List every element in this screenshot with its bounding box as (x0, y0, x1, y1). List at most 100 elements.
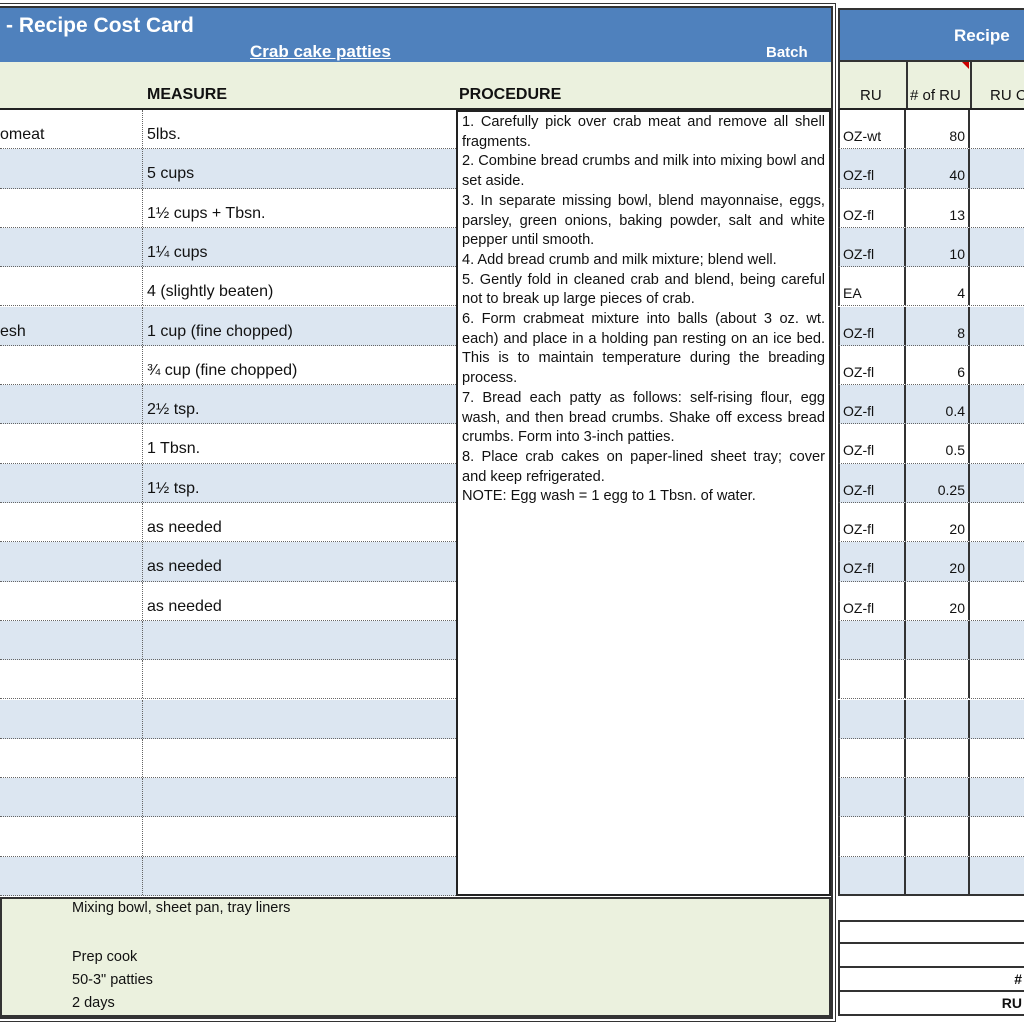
ingredient-row[interactable]: 1½ tsp. (0, 463, 456, 503)
num-ru-cell[interactable]: 4 (904, 267, 968, 306)
measure-cell[interactable]: 1½ tsp. (147, 479, 200, 497)
measure-cell[interactable]: as needed (147, 597, 222, 615)
measure-cell[interactable]: 1 cup (fine chopped) (147, 322, 293, 340)
cost-row[interactable] (838, 817, 1024, 857)
recipe-name[interactable]: Crab cake patties (250, 42, 391, 61)
cost-row[interactable]: EA 4 (838, 267, 1024, 307)
measure-cell[interactable]: 5 cups (147, 165, 195, 183)
ru-cost-cell[interactable] (968, 385, 1024, 424)
ingredient-cell[interactable]: esh (0, 306, 143, 345)
ru-cost-cell[interactable] (968, 581, 1024, 620)
ru-cell[interactable] (843, 778, 906, 816)
ingredient-cell[interactable] (0, 188, 143, 227)
ru-cell[interactable]: OZ-fl (843, 560, 875, 577)
ru-cell[interactable]: OZ-fl (843, 599, 875, 616)
num-ru-cell[interactable]: 8 (904, 306, 968, 345)
ingredient-cell[interactable] (0, 817, 143, 856)
ingredient-row[interactable]: omeat 5lbs. (0, 110, 456, 150)
cost-row[interactable]: OZ-fl 20 (838, 542, 1024, 582)
ru-cost-cell[interactable] (968, 817, 1024, 856)
cost-row[interactable] (838, 856, 1024, 896)
measure-cell[interactable] (143, 621, 456, 659)
ru-cost-cell[interactable] (968, 463, 1024, 502)
ingredient-row[interactable] (0, 660, 456, 700)
measure-cell[interactable]: 1¼ cups (147, 243, 208, 261)
ingredient-row[interactable]: 1½ cups + Tbsn. (0, 188, 456, 228)
ru-cell[interactable]: OZ-fl (843, 521, 875, 537)
ru-cell[interactable] (843, 621, 906, 659)
measure-cell[interactable]: as needed (147, 519, 222, 536)
ru-cell[interactable] (843, 739, 906, 777)
ru-cost-cell[interactable] (968, 306, 1024, 345)
ingredient-row[interactable]: as needed (0, 542, 456, 582)
ru-cell[interactable]: OZ-wt (843, 128, 882, 144)
ingredient-cell[interactable] (0, 581, 143, 620)
ru-cell[interactable] (843, 700, 906, 738)
ingredient-row[interactable]: ¾ cup (fine chopped) (0, 345, 456, 386)
num-ru-cell[interactable] (904, 738, 968, 778)
num-ru-cell[interactable]: 20 (904, 503, 968, 542)
ru-cell[interactable]: EA (843, 285, 862, 302)
ingredient-row[interactable]: 5 cups (0, 149, 456, 189)
ingredient-cell[interactable] (0, 227, 143, 267)
ingredient-row[interactable]: as needed (0, 581, 456, 621)
ingredient-cell[interactable] (0, 660, 143, 699)
ru-cost-cell[interactable] (968, 188, 1024, 227)
ru-cost-cell[interactable] (968, 660, 1024, 699)
ru-cell[interactable]: OZ-fl (843, 206, 875, 223)
num-ru-cell[interactable] (904, 660, 968, 699)
measure-cell[interactable]: as needed (147, 558, 222, 576)
ingredient-row[interactable]: 1¼ cups (0, 227, 456, 268)
num-ru-cell[interactable]: 40 (904, 149, 968, 188)
num-ru-cell[interactable]: 10 (904, 227, 968, 267)
ru-cell[interactable]: OZ-fl (843, 363, 875, 380)
num-ru-cell[interactable]: 0.25 (904, 463, 968, 502)
measure-cell[interactable]: ¾ cup (fine chopped) (147, 361, 298, 379)
ru-cost-cell[interactable] (968, 738, 1024, 778)
num-ru-cell[interactable] (904, 856, 968, 894)
ingredient-row[interactable]: 1 Tbsn. (0, 424, 456, 464)
ru-cell[interactable]: OZ-fl (843, 167, 875, 184)
ru-cell[interactable]: OZ-fl (843, 442, 875, 459)
num-ru-cell[interactable] (904, 699, 968, 738)
summary-row[interactable] (838, 944, 1024, 968)
ingredient-cell[interactable] (0, 345, 143, 385)
cost-row[interactable]: OZ-fl 20 (838, 581, 1024, 621)
cost-row[interactable] (838, 738, 1024, 779)
ru-cost-cell[interactable] (968, 856, 1024, 894)
ru-cost-cell[interactable] (968, 424, 1024, 463)
ru-cost-cell[interactable] (968, 620, 1024, 660)
ru-cost-cell[interactable] (968, 778, 1024, 817)
ru-cost-cell[interactable] (968, 503, 1024, 542)
ingredient-row[interactable] (0, 856, 456, 896)
cost-row[interactable] (838, 778, 1024, 818)
ru-cost-cell[interactable] (968, 149, 1024, 188)
measure-cell[interactable] (143, 660, 456, 698)
ingredient-cell[interactable] (0, 738, 143, 778)
cost-row[interactable]: OZ-fl 0.5 (838, 424, 1024, 464)
num-ru-cell[interactable]: 20 (904, 581, 968, 620)
ru-cell[interactable] (843, 817, 906, 855)
ingredient-row[interactable] (0, 699, 456, 739)
ru-cell[interactable]: OZ-fl (843, 403, 875, 420)
ru-cell[interactable]: OZ-fl (843, 481, 875, 498)
measure-cell[interactable] (143, 700, 456, 738)
ru-cost-cell[interactable] (968, 699, 1024, 738)
ingredient-row[interactable] (0, 620, 456, 661)
ru-cell[interactable] (843, 857, 906, 894)
ingredient-row[interactable] (0, 778, 456, 818)
ingredient-cell[interactable] (0, 424, 143, 463)
cost-row[interactable]: OZ-fl 6 (838, 345, 1024, 386)
ru-cost-cell[interactable] (968, 542, 1024, 581)
ingredient-cell[interactable] (0, 385, 143, 424)
ru-cost-cell[interactable] (968, 110, 1024, 149)
ingredient-cell[interactable] (0, 620, 143, 660)
ingredient-row[interactable] (0, 817, 456, 857)
measure-cell[interactable] (143, 739, 456, 777)
ru-cost-cell[interactable] (968, 227, 1024, 267)
measure-cell[interactable] (143, 817, 456, 855)
summary-row[interactable]: RU (838, 992, 1024, 1016)
measure-cell[interactable]: 4 (slightly beaten) (147, 283, 274, 301)
ru-cell[interactable] (843, 660, 906, 698)
ingredient-cell[interactable] (0, 542, 143, 581)
